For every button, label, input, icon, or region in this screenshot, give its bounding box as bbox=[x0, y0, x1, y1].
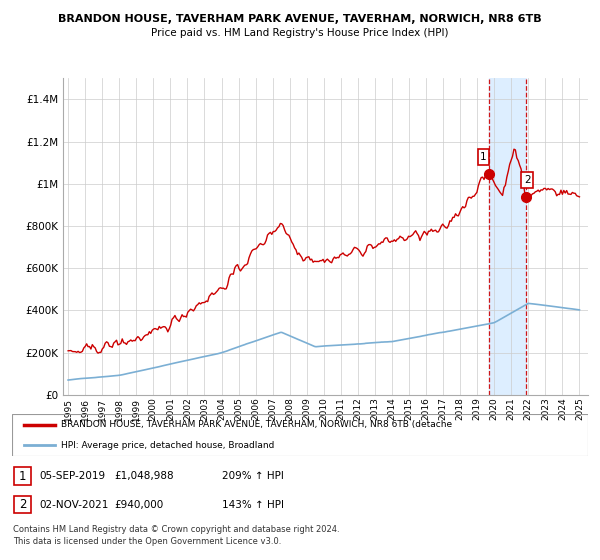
Text: 209% ↑ HPI: 209% ↑ HPI bbox=[222, 471, 284, 481]
Text: 1: 1 bbox=[19, 469, 26, 483]
Text: £940,000: £940,000 bbox=[114, 500, 163, 510]
Text: 143% ↑ HPI: 143% ↑ HPI bbox=[222, 500, 284, 510]
Text: 1: 1 bbox=[480, 152, 487, 162]
Text: BRANDON HOUSE, TAVERHAM PARK AVENUE, TAVERHAM, NORWICH, NR8 6TB (detache: BRANDON HOUSE, TAVERHAM PARK AVENUE, TAV… bbox=[61, 421, 452, 430]
Text: 05-SEP-2019: 05-SEP-2019 bbox=[39, 471, 105, 481]
Text: Price paid vs. HM Land Registry's House Price Index (HPI): Price paid vs. HM Land Registry's House … bbox=[151, 28, 449, 38]
Text: 2: 2 bbox=[524, 175, 530, 185]
Text: BRANDON HOUSE, TAVERHAM PARK AVENUE, TAVERHAM, NORWICH, NR8 6TB: BRANDON HOUSE, TAVERHAM PARK AVENUE, TAV… bbox=[58, 14, 542, 24]
Text: £1,048,988: £1,048,988 bbox=[114, 471, 173, 481]
Text: Contains HM Land Registry data © Crown copyright and database right 2024.
This d: Contains HM Land Registry data © Crown c… bbox=[13, 525, 340, 546]
Text: HPI: Average price, detached house, Broadland: HPI: Average price, detached house, Broa… bbox=[61, 441, 274, 450]
Text: 02-NOV-2021: 02-NOV-2021 bbox=[39, 500, 109, 510]
Bar bbox=[488, 78, 526, 395]
Text: 2: 2 bbox=[19, 498, 26, 511]
